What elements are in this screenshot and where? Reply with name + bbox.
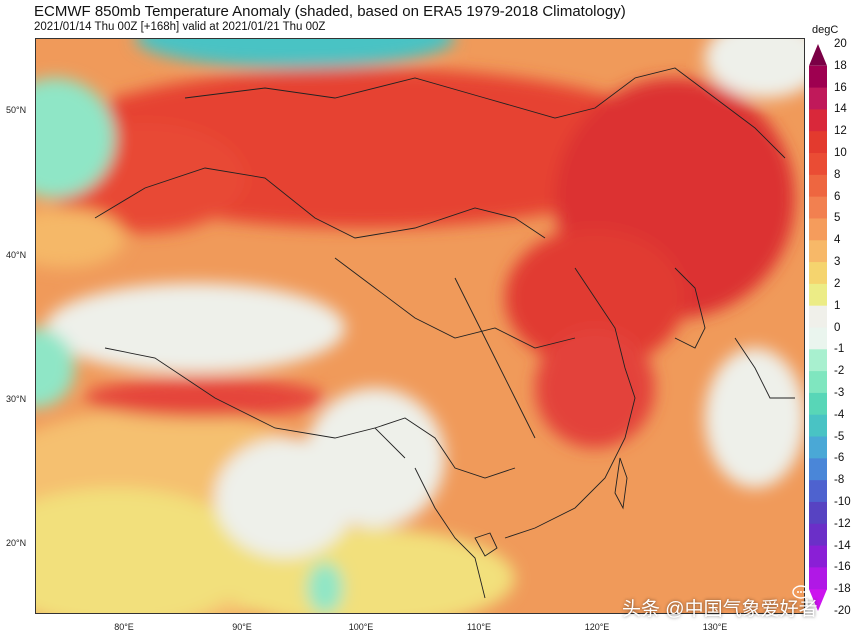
zone-southwest-cool bbox=[35, 328, 75, 408]
colorbar-tick-label: -2 bbox=[834, 365, 845, 378]
colorbar-tick-label: 8 bbox=[834, 168, 841, 181]
border-central bbox=[454, 277, 536, 439]
lon-label-80e: 80°E bbox=[114, 622, 134, 632]
colorbar-tick-label: 10 bbox=[834, 147, 847, 160]
colorbar-swatch bbox=[809, 458, 827, 481]
watermark-text: 头条 @中国气象爱好者 bbox=[622, 599, 818, 620]
colorbar-arrow-top bbox=[809, 44, 827, 66]
colorbar-swatch bbox=[809, 436, 827, 459]
colorbar-tick-label: 20 bbox=[834, 38, 847, 50]
colorbar-tick-label: -5 bbox=[834, 430, 845, 443]
colorbar-unit: degC bbox=[812, 24, 839, 36]
border-west bbox=[94, 167, 546, 239]
colorbar-tick-label: 0 bbox=[834, 321, 841, 334]
chart-title: ECMWF 850mb Temperature Anomaly (shaded,… bbox=[34, 3, 626, 20]
colorbar-tick-label: 3 bbox=[834, 256, 841, 269]
lat-label-40n: 40°N bbox=[6, 250, 27, 260]
zone-south-yellow bbox=[35, 488, 255, 614]
zone-northwest-cool bbox=[35, 78, 115, 198]
colorbar-tick-label: 2 bbox=[834, 277, 841, 290]
zone-bay-neutral bbox=[215, 438, 355, 558]
colorbar-tick-label: 1 bbox=[834, 299, 841, 312]
colorbar-tick-label: 5 bbox=[834, 212, 841, 225]
zone-pacific-neutral bbox=[705, 348, 805, 488]
colorbar-swatch bbox=[809, 262, 827, 285]
colorbar-tick-label: 4 bbox=[834, 234, 841, 247]
coast-east bbox=[504, 267, 636, 539]
colorbar-tick-label: -12 bbox=[834, 517, 851, 530]
coast-japan bbox=[734, 337, 795, 399]
colorbar-tick-label: 18 bbox=[834, 59, 847, 72]
colorbar-swatch bbox=[809, 153, 827, 176]
border-yunnan bbox=[374, 417, 516, 479]
colorbar-tick-label: -10 bbox=[834, 495, 851, 508]
anomaly-map bbox=[35, 38, 805, 614]
colorbar-swatch bbox=[809, 87, 827, 110]
colorbar-swatch bbox=[809, 174, 827, 198]
colorbar bbox=[809, 44, 827, 611]
colorbar-swatch bbox=[809, 414, 827, 438]
lat-label-50n: 50°N bbox=[6, 105, 27, 115]
colorbar-tick-label: -18 bbox=[834, 583, 851, 596]
colorbar-tick-label: -20 bbox=[834, 605, 851, 617]
colorbar-swatch bbox=[809, 480, 827, 503]
colorbar-tick-label: -16 bbox=[834, 561, 851, 574]
colorbar-swatch bbox=[809, 283, 827, 307]
zone-siberia-cool bbox=[135, 38, 455, 68]
colorbar-tick-label: -4 bbox=[834, 408, 845, 421]
colorbar-tick-label: 6 bbox=[834, 190, 841, 203]
coast-korea bbox=[674, 267, 706, 349]
colorbar-swatch bbox=[809, 567, 827, 590]
colorbar-swatch bbox=[809, 523, 827, 547]
colorbar-arrow-bottom bbox=[809, 589, 827, 611]
colorbar-swatch bbox=[809, 65, 827, 89]
border-north bbox=[184, 67, 786, 159]
colorbar-swatch bbox=[809, 501, 827, 525]
colorbar-swatch bbox=[809, 545, 827, 568]
colorbar-swatch bbox=[809, 218, 827, 241]
zone-himalaya-warm bbox=[85, 378, 325, 418]
colorbar-swatch bbox=[809, 371, 827, 394]
lon-label-130e: 130°E bbox=[702, 622, 728, 632]
colorbar-swatch bbox=[809, 327, 827, 350]
colorbar-tick-label: -14 bbox=[834, 539, 851, 552]
colorbar-tick-label: 12 bbox=[834, 125, 847, 138]
zone-northeast-cool bbox=[705, 38, 805, 98]
colorbar-swatch bbox=[809, 349, 827, 372]
colorbar-tick-label: 14 bbox=[834, 103, 847, 116]
chart-subtitle: 2021/01/14 Thu 00Z [+168h] valid at 2021… bbox=[34, 21, 326, 33]
colorbar-tick-label: -6 bbox=[834, 452, 845, 465]
colorbar-tick-label: 16 bbox=[834, 81, 847, 94]
colorbar-tick-label: -3 bbox=[834, 386, 845, 399]
zone-burma-cool bbox=[307, 562, 343, 614]
zone-west-neutral bbox=[35, 208, 125, 268]
lon-label-100e: 100°E bbox=[348, 622, 374, 632]
zone-east-china-hot bbox=[535, 328, 655, 448]
lon-label-90e: 90°E bbox=[232, 622, 252, 632]
colorbar-swatch bbox=[809, 305, 827, 328]
lon-label-110e: 110°E bbox=[467, 622, 491, 632]
colorbar-swatch bbox=[809, 240, 827, 263]
colorbar-tick-label: -8 bbox=[834, 474, 845, 487]
colorbar-swatch bbox=[809, 131, 827, 154]
border-indochina bbox=[414, 467, 486, 599]
lat-label-30n: 30°N bbox=[6, 394, 27, 404]
lon-label-120e: 120°E bbox=[584, 622, 610, 632]
colorbar-tick-label: -1 bbox=[834, 343, 845, 356]
chat-bubble-icon bbox=[792, 585, 810, 599]
colorbar-swatch bbox=[809, 109, 827, 132]
zone-tibet-neutral bbox=[45, 283, 345, 373]
colorbar-swatch bbox=[809, 392, 827, 416]
coast-taiwan bbox=[614, 457, 628, 510]
border-provinces bbox=[334, 257, 576, 349]
lat-label-20n: 20°N bbox=[6, 538, 27, 548]
coast-hainan bbox=[474, 532, 498, 557]
colorbar-swatch bbox=[809, 196, 827, 219]
